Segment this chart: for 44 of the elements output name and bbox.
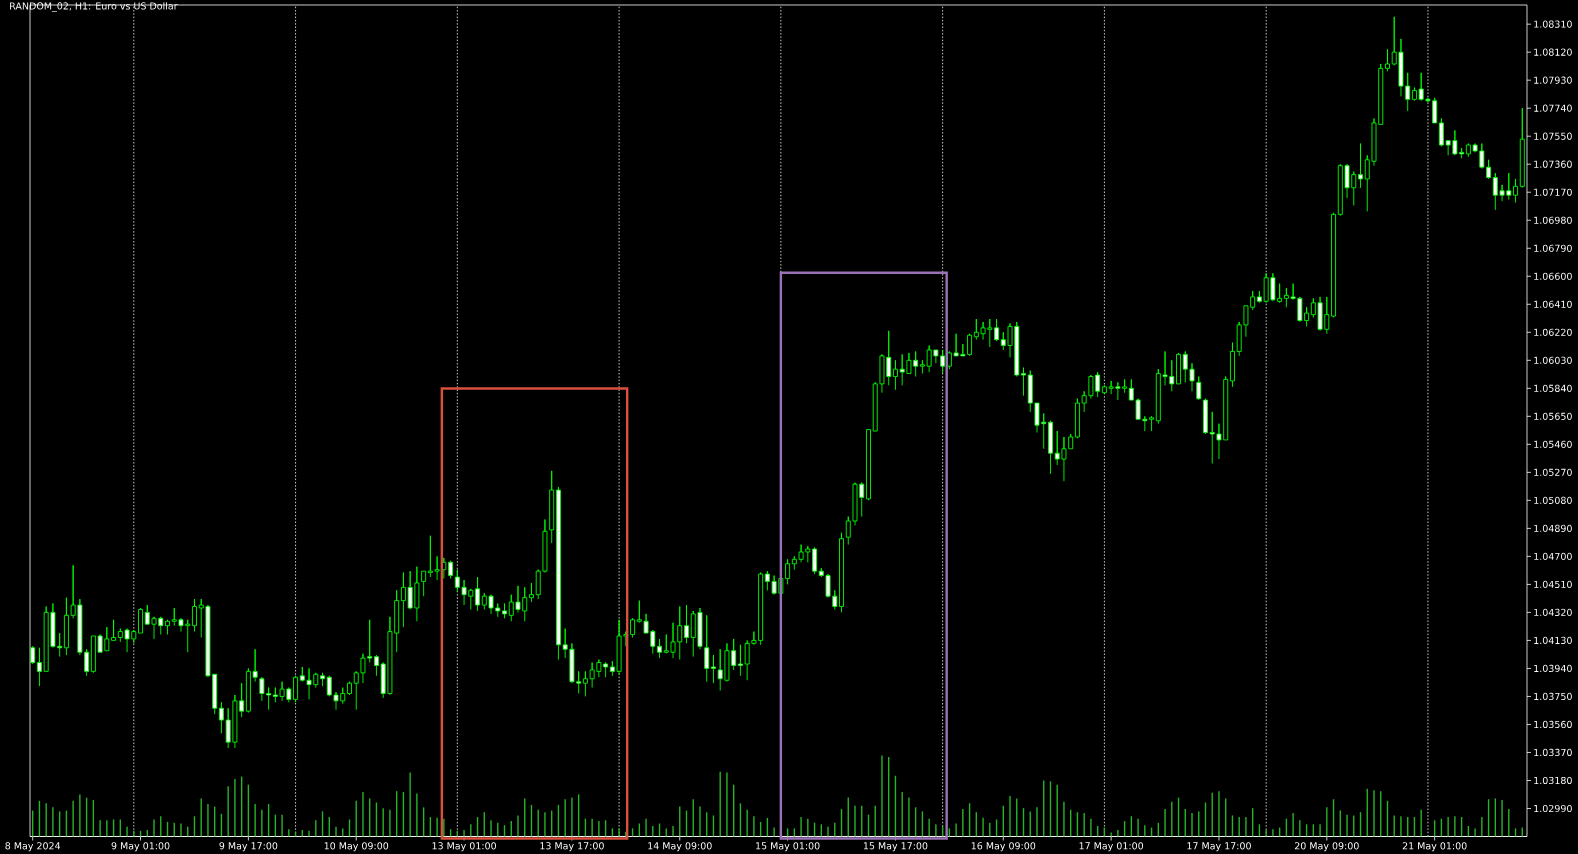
y-tick-label: 1.03940	[1534, 664, 1572, 673]
y-tick-label: 1.07740	[1534, 104, 1572, 112]
x-tick-label: 16 May 09:00	[971, 842, 1036, 852]
x-tick-label: 13 May 01:00	[432, 842, 496, 852]
y-tick-label: 1.03560	[1534, 720, 1572, 729]
y-tick-label: 1.06790	[1534, 244, 1572, 252]
y-tick-label: 1.07170	[1534, 188, 1572, 196]
x-tick-label: 9 May 01:00	[111, 842, 170, 852]
y-tick-label: 1.06600	[1534, 272, 1572, 280]
x-tick-label: 21 May 01:00	[1402, 842, 1467, 852]
y-tick-label: 1.05080	[1534, 496, 1572, 504]
y-tick-label: 1.04700	[1534, 552, 1572, 560]
y-tick-label: 1.05270	[1534, 468, 1572, 476]
y-tick-label: 1.07930	[1534, 76, 1572, 84]
y-tick-label: 1.04890	[1534, 524, 1572, 532]
y-tick-label: 1.04510	[1534, 580, 1572, 588]
x-tick-label: 8 May 2024	[5, 842, 61, 852]
y-tick-label: 1.06030	[1534, 356, 1572, 364]
x-tick-label: 20 May 09:00	[1294, 842, 1359, 852]
y-tick-label: 1.06980	[1534, 216, 1572, 224]
x-tick-label: 14 May 09:00	[648, 842, 712, 852]
y-tick-label: 1.03180	[1534, 776, 1572, 785]
y-tick-label: 1.05840	[1534, 384, 1572, 392]
y-tick-label: 1.06410	[1534, 300, 1572, 308]
y-tick-label: 1.04320	[1534, 608, 1572, 617]
x-tick-label: 10 May 09:00	[324, 842, 389, 852]
y-tick-label: 1.08310	[1534, 20, 1572, 28]
x-tick-label: 17 May 01:00	[1079, 842, 1144, 852]
x-tick-label: 13 May 17:00	[540, 842, 604, 852]
y-tick-label: 1.07550	[1534, 132, 1572, 140]
y-tick-label: 1.03370	[1534, 748, 1572, 757]
y-tick-label: 1.04130	[1534, 636, 1572, 645]
y-tick-label: 1.05650	[1534, 412, 1572, 420]
x-tick-label: 17 May 17:00	[1187, 842, 1251, 852]
chart-title: RANDOM_02, H1: Euro vs US Dollar	[10, 2, 178, 12]
y-tick-label: 1.02990	[1534, 804, 1572, 813]
y-tick-label: 1.03750	[1534, 692, 1572, 701]
y-tick-label: 1.06220	[1534, 328, 1572, 336]
y-tick-label: 1.07360	[1534, 160, 1572, 168]
x-tick-label: 15 May 17:00	[863, 842, 928, 852]
y-tick-label: 1.08120	[1534, 48, 1572, 56]
x-tick-label: 15 May 01:00	[756, 842, 820, 852]
x-tick-label: 9 May 17:00	[219, 842, 278, 852]
y-tick-label: 1.05460	[1534, 440, 1572, 448]
